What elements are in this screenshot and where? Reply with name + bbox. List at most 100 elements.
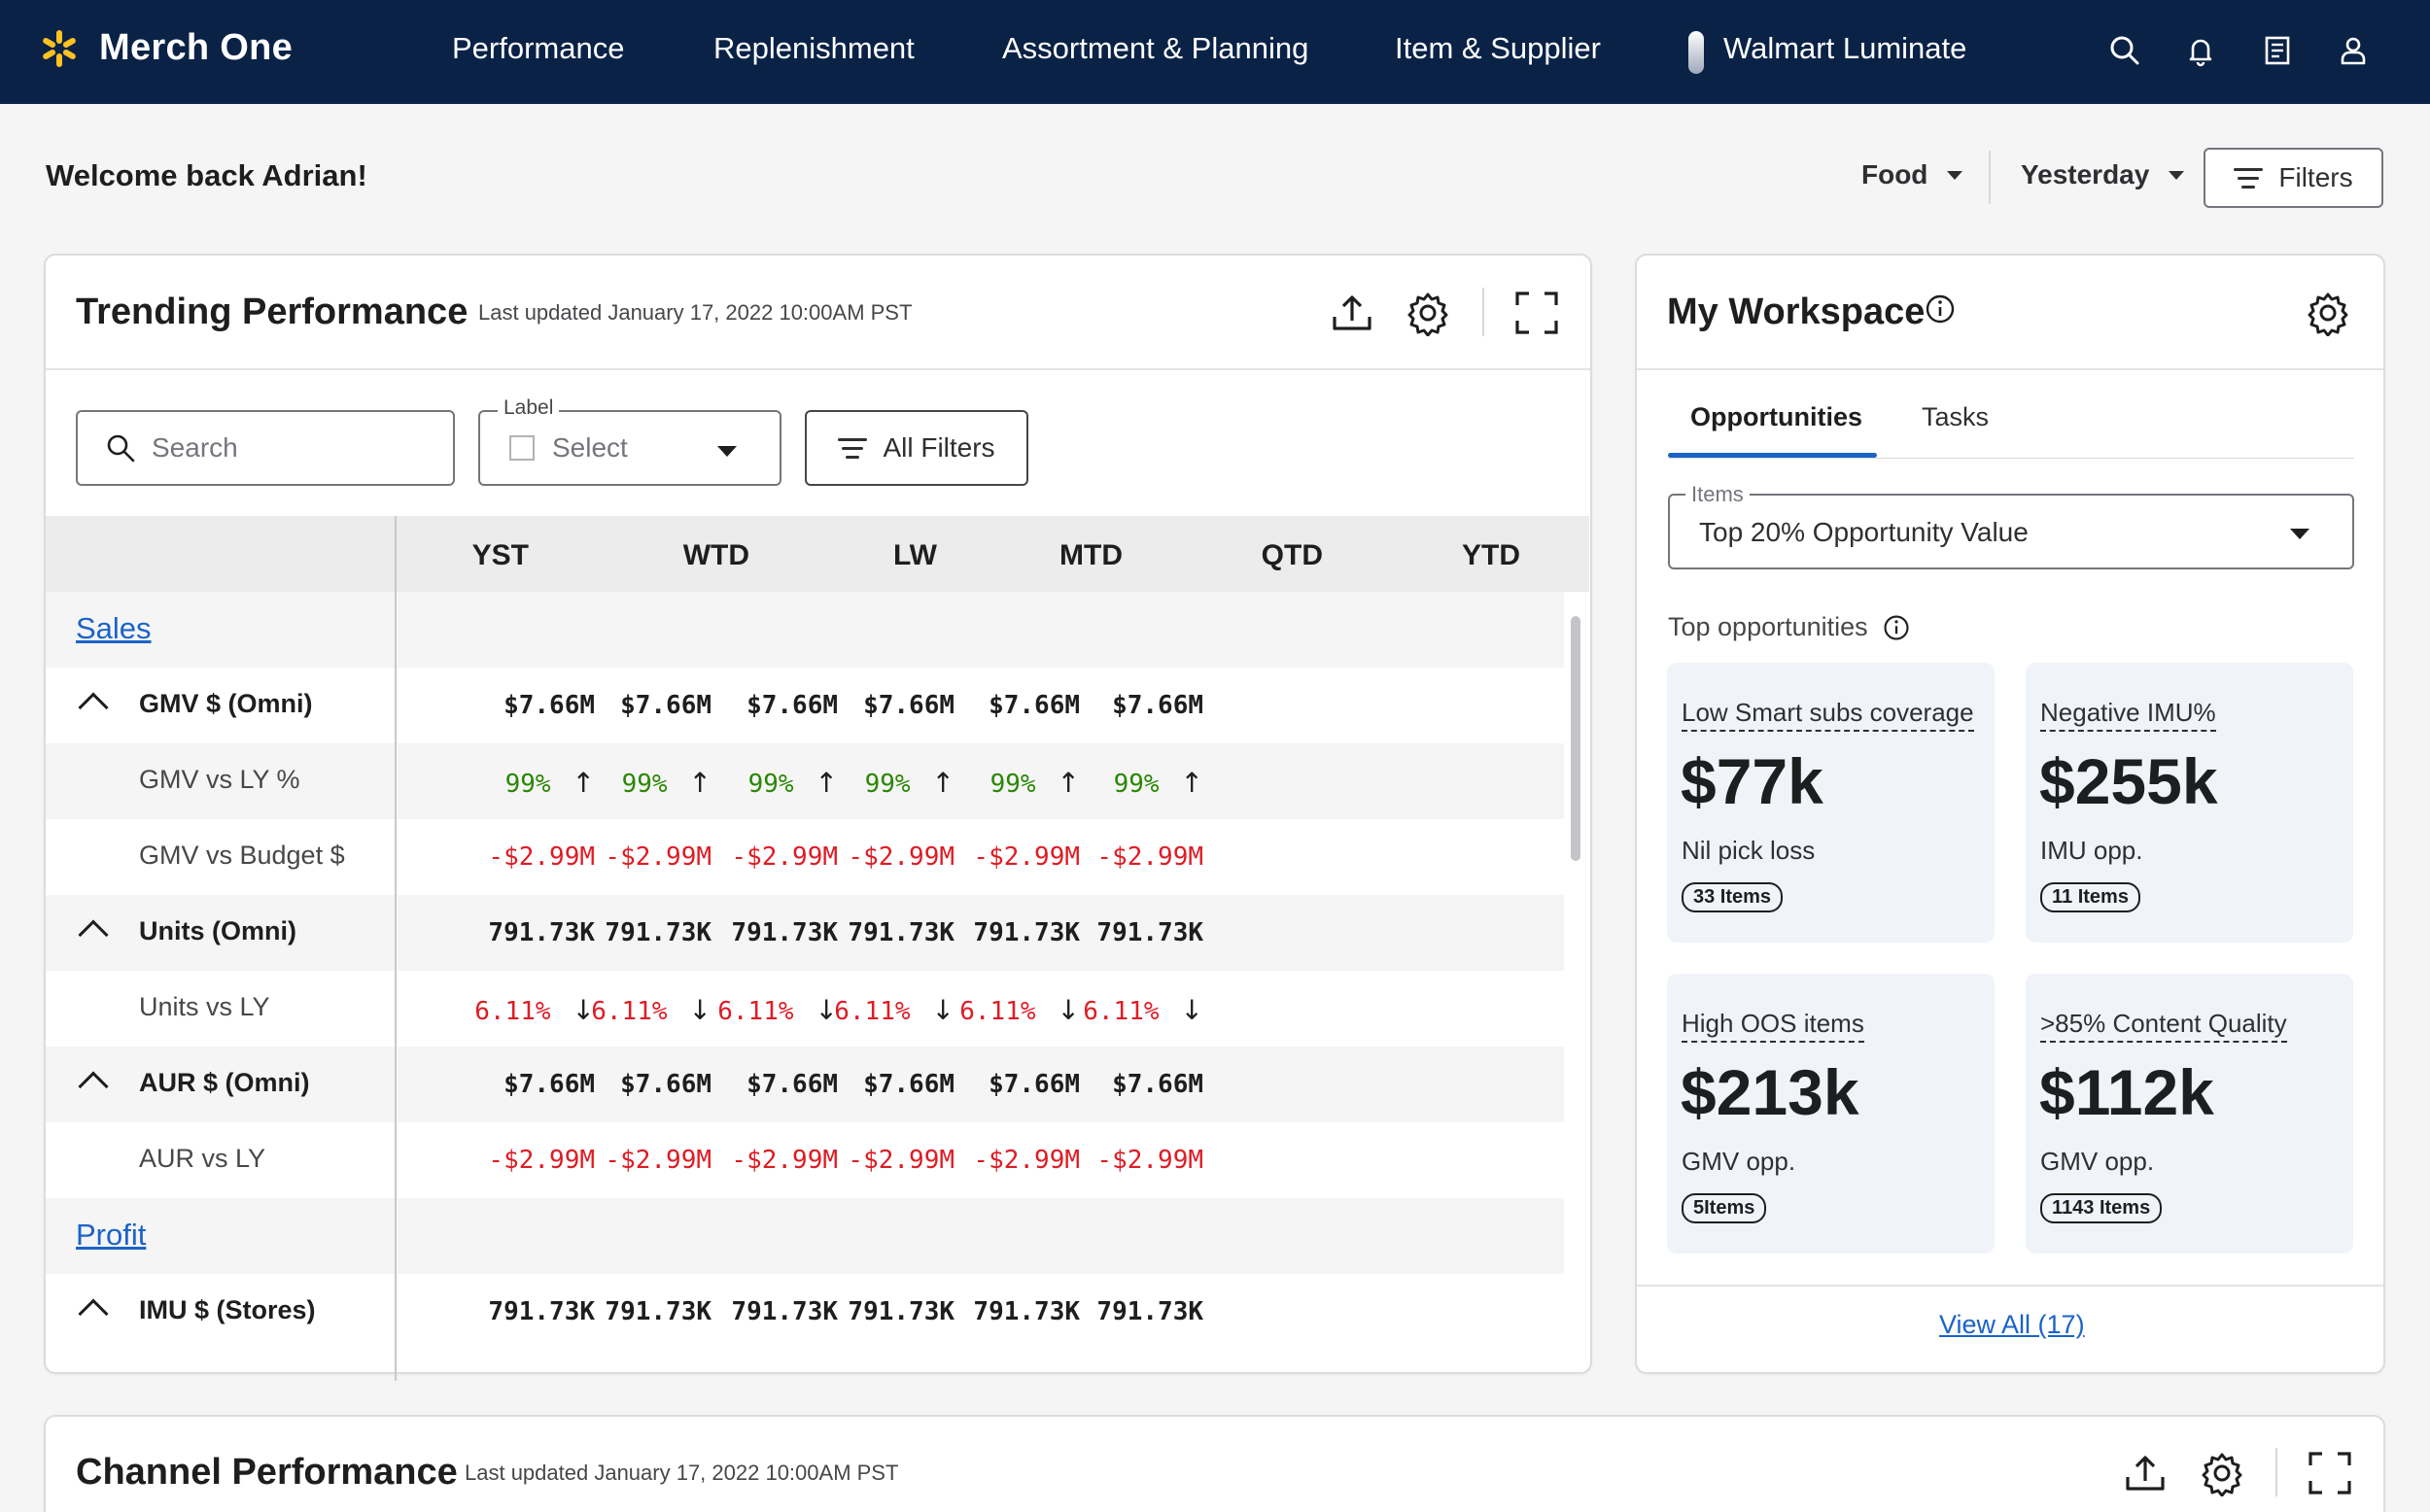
- items-select[interactable]: Items Top 20% Opportunity Value: [1668, 482, 2354, 569]
- column-header-ytd[interactable]: YTD: [1462, 539, 1520, 571]
- opportunity-card[interactable]: Low Smart subs coverage $77k Nil pick lo…: [1667, 663, 1995, 943]
- table-cell: 99% ↑: [990, 767, 1080, 799]
- table-cell: $7.66M: [620, 691, 712, 720]
- cell-value: $7.66M: [746, 1070, 838, 1099]
- cell-value: $7.66M: [989, 1070, 1080, 1099]
- opportunity-value: $255k: [2039, 745, 2218, 817]
- table-cell: 791.73K: [488, 1297, 595, 1326]
- nav-performance[interactable]: Performance: [452, 31, 625, 65]
- tab-opportunities[interactable]: Opportunities: [1690, 402, 1862, 431]
- expand-icon[interactable]: [1513, 290, 1560, 336]
- cell-value: 791.73K: [731, 918, 838, 947]
- cell-value: 791.73K: [1096, 918, 1203, 947]
- nav-item-supplier[interactable]: Item & Supplier: [1395, 31, 1601, 65]
- cell-value: 791.73K: [973, 1297, 1080, 1326]
- label-select[interactable]: Label Select: [478, 396, 781, 486]
- nav-assortment-planning[interactable]: Assortment & Planning: [1002, 31, 1309, 65]
- nav-walmart-luminate[interactable]: Walmart Luminate: [1723, 31, 1967, 65]
- arrow-down-icon: ↓: [815, 994, 838, 1026]
- receipt-icon[interactable]: [2258, 31, 2297, 70]
- cell-value: -$2.99M: [605, 1146, 712, 1175]
- table-cell: -$2.99M: [1096, 842, 1203, 872]
- table-cell: 791.73K: [731, 1297, 838, 1326]
- table-cell: $7.66M: [989, 691, 1080, 720]
- opportunity-subtitle: Nil pick loss: [1682, 836, 1816, 865]
- brand[interactable]: Merch One: [41, 27, 293, 69]
- chevron-up-icon[interactable]: [78, 1298, 109, 1329]
- channel-updated: Last updated January 17, 2022 10:00AM PS…: [465, 1460, 899, 1485]
- luminate-icon: [1688, 31, 1704, 74]
- opportunity-card[interactable]: >85% Content Quality $112k GMV opp. 1143…: [2026, 974, 2353, 1254]
- cell-value: 791.73K: [973, 918, 1080, 947]
- cell-value: 99%: [989, 770, 1036, 799]
- filters-button[interactable]: Filters: [2204, 148, 2383, 208]
- table-cell: 791.73K: [605, 918, 712, 947]
- opportunity-value: $77k: [1681, 745, 1823, 817]
- cell-value: -$2.99M: [973, 1146, 1080, 1175]
- table-cell: $7.66M: [746, 1070, 838, 1099]
- opportunity-title[interactable]: >85% Content Quality: [2040, 1009, 2287, 1043]
- user-icon[interactable]: [2334, 31, 2373, 70]
- table-cell: $7.66M: [1112, 691, 1203, 720]
- column-header-mtd[interactable]: MTD: [1059, 539, 1123, 571]
- tab-tasks[interactable]: Tasks: [1922, 402, 1990, 431]
- row-label: GMV vs LY %: [139, 765, 300, 794]
- table-cell: $7.66M: [503, 691, 595, 720]
- column-header-wtd[interactable]: WTD: [682, 539, 749, 571]
- opportunity-card[interactable]: Negative IMU% $255k IMU opp. 11 Items: [2026, 663, 2353, 943]
- cell-value: $7.66M: [1112, 1070, 1203, 1099]
- all-filters-button[interactable]: All Filters: [805, 410, 1028, 486]
- section-link[interactable]: Sales: [76, 611, 152, 645]
- section-link[interactable]: Profit: [76, 1218, 147, 1252]
- expand-icon[interactable]: [2307, 1450, 2353, 1496]
- opportunity-title[interactable]: Low Smart subs coverage: [1682, 698, 1974, 732]
- channel-title: Channel Performance: [76, 1452, 458, 1493]
- category-dropdown[interactable]: Food: [1861, 159, 1963, 190]
- period-dropdown[interactable]: Yesterday: [2021, 159, 2185, 190]
- select-placeholder: Select: [552, 432, 628, 463]
- category-value: Food: [1861, 159, 1928, 189]
- download-icon[interactable]: [2122, 1450, 2169, 1496]
- cell-value: $7.66M: [620, 691, 712, 720]
- chevron-up-icon[interactable]: [78, 919, 109, 950]
- opportunity-value: $213k: [1681, 1056, 1859, 1128]
- info-icon[interactable]: [1924, 292, 1957, 326]
- cell-value: 6.11%: [1083, 997, 1160, 1026]
- table-section-row: Profit: [46, 1198, 1564, 1274]
- gear-icon[interactable]: [1405, 290, 1451, 337]
- arrow-down-icon: ↓: [1180, 994, 1203, 1026]
- table-cell: $7.66M: [863, 1070, 955, 1099]
- info-icon[interactable]: [1882, 613, 1911, 642]
- chevron-up-icon[interactable]: [78, 1071, 109, 1102]
- walmart-spark-logo: [41, 29, 78, 67]
- column-header-yst[interactable]: YST: [471, 539, 529, 571]
- chevron-up-icon[interactable]: [78, 692, 109, 723]
- opportunity-title[interactable]: Negative IMU%: [2040, 698, 2216, 732]
- search-input[interactable]: Search: [76, 410, 455, 486]
- table-cell: -$2.99M: [731, 1146, 838, 1175]
- cell-value: $7.66M: [503, 1070, 595, 1099]
- download-icon[interactable]: [1329, 290, 1375, 336]
- top-opportunities-label: Top opportunities: [1668, 612, 1868, 641]
- table-cell: -$2.99M: [848, 1146, 955, 1175]
- bell-icon[interactable]: [2181, 31, 2220, 70]
- column-header-lw[interactable]: LW: [893, 539, 937, 571]
- gear-icon[interactable]: [2199, 1450, 2245, 1497]
- cell-value: 6.11%: [834, 997, 911, 1026]
- column-divider: [395, 516, 397, 1381]
- table-cell: 791.73K: [848, 918, 955, 947]
- search-icon[interactable]: [2105, 31, 2144, 70]
- table-row: Units vs LY 6.11% ↓ 6.11% ↓ 6.11% ↓ 6.11% ↓ 6.11%…: [46, 971, 1564, 1047]
- opportunity-card[interactable]: High OOS items $213k GMV opp. 5Items: [1667, 974, 1995, 1254]
- table-cell: 6.11% ↓: [1083, 994, 1203, 1026]
- nav-replenishment[interactable]: Replenishment: [713, 31, 915, 65]
- table-row: GMV vs LY % 99% ↑ 99% ↑ 99% ↑ 99% ↑ 99% ↑ 99% ↑: [46, 743, 1564, 819]
- table-row: AUR $ (Omni) $7.66M $7.66M $7.66M $7.66M $7.6…: [46, 1047, 1564, 1122]
- column-header-qtd[interactable]: QTD: [1261, 539, 1323, 571]
- table-scrollbar[interactable]: [1571, 616, 1580, 861]
- gear-icon[interactable]: [2305, 290, 2351, 337]
- view-all-link[interactable]: View All (17): [1939, 1310, 2085, 1339]
- cell-value: 791.73K: [605, 1297, 712, 1326]
- table-cell: 791.73K: [973, 1297, 1080, 1326]
- opportunity-title[interactable]: High OOS items: [1682, 1009, 1864, 1043]
